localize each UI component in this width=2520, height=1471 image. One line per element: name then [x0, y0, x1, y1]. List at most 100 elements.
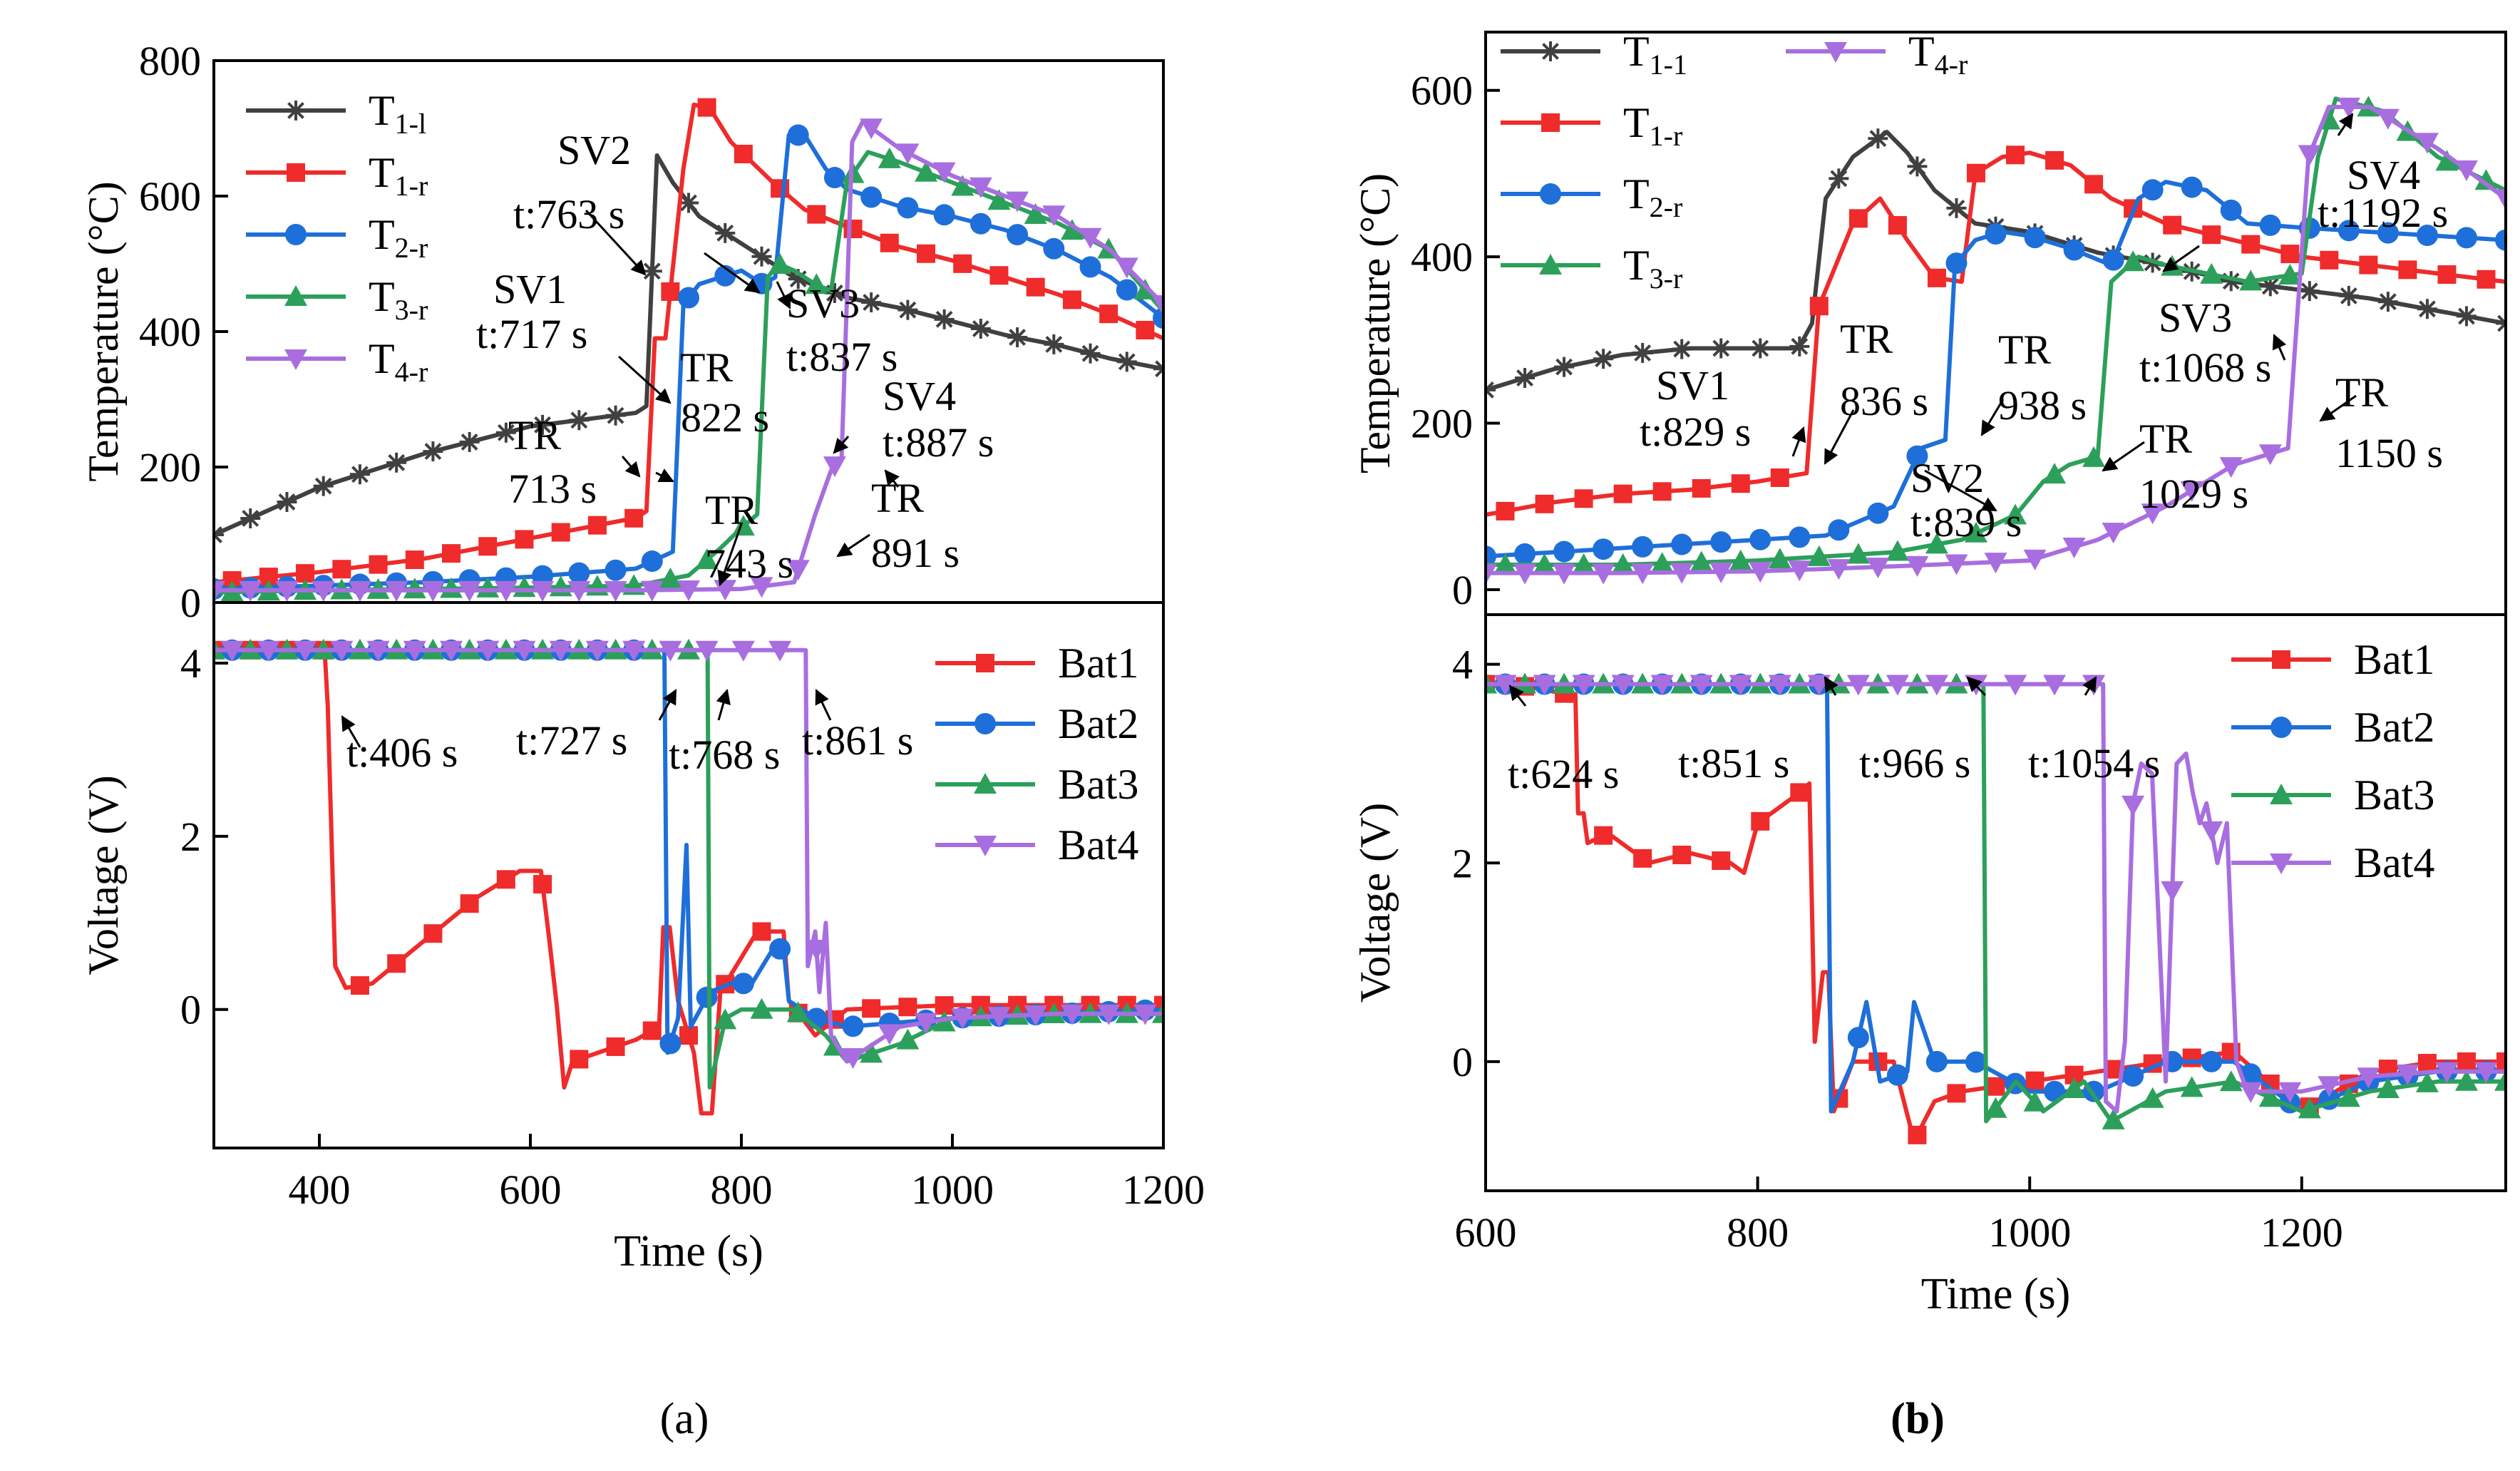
data-point-T2-r [1789, 526, 1811, 548]
data-point-T1-l [642, 261, 662, 282]
data-point-T4-r [2376, 108, 2400, 130]
annotation-938-s: 938 s [1998, 382, 2087, 429]
annotation-836-s: 836 s [1840, 378, 1928, 424]
data-point-T2-r [1007, 224, 1029, 246]
annotation-1029-s: 1029 s [2139, 471, 2248, 517]
legend-label-Bat3: Bat3 [1058, 761, 1138, 808]
legend-item-T4-r: T4-r [246, 335, 428, 388]
data-point-Bat4 [841, 1047, 865, 1069]
legend-marker [284, 285, 307, 306]
legend-item-Bat2: Bat2 [935, 700, 1138, 747]
legend-marker [1541, 41, 1560, 61]
data-point-T2-r [1945, 252, 1968, 275]
annotation-arrow [1980, 399, 2005, 436]
data-point-T3-r [695, 548, 719, 570]
data-point-T1-r [2084, 175, 2104, 194]
data-point-T1-1 [2456, 306, 2477, 327]
x-tick-label-a-volt: 600 [500, 1167, 562, 1213]
data-point-T2-r [2220, 199, 2242, 221]
data-point-T1-r [697, 98, 716, 117]
data-point-T4-r [932, 162, 956, 183]
data-point-T2-r [2259, 214, 2281, 236]
legend-a-temp: T1-l T1-r T2-r T3-r T4-r [246, 87, 428, 388]
annotation-arrow [1824, 409, 1855, 465]
data-point-T1-r [843, 220, 863, 239]
legend-label-Bat3: Bat3 [2354, 772, 2434, 819]
data-point-T1-r [1496, 501, 1515, 521]
data-point-Bat1 [533, 875, 552, 894]
data-point-T2-r [860, 186, 883, 208]
data-point-Bat2 [1965, 1051, 1987, 1073]
data-point-Bat4 [585, 640, 609, 662]
data-point-Bat4 [257, 640, 280, 662]
annotation-t-406-s: t:406 s [346, 729, 458, 776]
data-point-Bat4 [1611, 675, 1635, 696]
legend-label-T2-r: T2-r [369, 211, 428, 264]
annotations-a-volt: t:406 s t:727 s t:768 s t:861 s [341, 688, 913, 778]
data-point-T3-r [1611, 553, 1635, 574]
data-point-T1-r [1966, 163, 1985, 183]
data-point-Bat1 [862, 999, 881, 1018]
data-point-T1-1 [2417, 299, 2437, 319]
annotation-arrow [658, 689, 677, 721]
data-point-T1-r [2280, 245, 2300, 264]
data-point-T1-r [880, 233, 899, 252]
data-point-Bat4 [1886, 675, 1909, 696]
axes-frame-a-volt [212, 601, 1165, 1149]
legend-marker [974, 836, 997, 856]
data-point-T3-r [659, 567, 682, 588]
data-point-Bat1 [1751, 811, 1770, 831]
data-point-T1-r [2202, 225, 2221, 245]
annotation-t-763-s: t:763 s [513, 191, 624, 237]
annotation-sv3: SV3 [2159, 294, 2232, 341]
legend-label-Bat4: Bat4 [2354, 839, 2434, 886]
annotation-t-1068-s: t:1068 s [2139, 344, 2271, 391]
annotation-arrow [1791, 426, 1806, 457]
data-point-T1-1 [1750, 338, 1771, 359]
data-point-Bat2 [732, 973, 754, 995]
data-point-T4-r [969, 177, 992, 198]
data-point-T2-r [1710, 531, 1732, 553]
data-point-T4-r [2102, 523, 2125, 544]
data-point-T1-r [661, 282, 680, 301]
data-point-T1-r [1062, 290, 1081, 309]
y-tick-label-b-volt: 0 [1452, 1039, 1473, 1085]
data-point-Bat2 [1847, 1027, 1869, 1049]
data-point-T2-r [2416, 225, 2438, 247]
x-tick-label-b-volt: 1000 [1988, 1209, 2071, 1256]
data-point-Bat4 [1729, 675, 1752, 696]
y-axis-label-b-temp: Temperature (°C) [1352, 173, 1399, 473]
legend-marker [974, 713, 996, 734]
legend-a-volt: Bat1 Bat2 Bat3 Bat4 [935, 640, 1138, 868]
x-tick-label-a-volt: 800 [711, 1167, 773, 1213]
data-point-T3-r [2082, 446, 2106, 467]
legend-item-T1-1: T1-1 [1501, 28, 1687, 81]
legend-item-T2-r: T2-r [1501, 170, 1682, 223]
legend-item-Bat4: Bat4 [935, 821, 1138, 868]
data-point-T1-1 [1789, 336, 1810, 357]
data-point-Bat4 [915, 1013, 937, 1034]
data-point-Bat3 [750, 998, 773, 1019]
data-point-T3-r [1925, 533, 1948, 554]
legend-item-T3-r: T3-r [246, 273, 428, 326]
data-point-T4-r [2023, 549, 2047, 570]
data-point-T3-r [2004, 503, 2027, 525]
data-point-T1-1 [1829, 168, 1849, 189]
data-point-T4-r [750, 577, 773, 598]
data-point-T1-r [515, 530, 534, 549]
annotation-arrow [1508, 685, 1527, 707]
annotation-tr: TR [508, 412, 561, 458]
data-point-Bat4 [2318, 1076, 2341, 1097]
data-point-Bat2 [1886, 1064, 1908, 1086]
data-point-T3-r [1024, 203, 1047, 224]
annotation-tr: TR [1998, 327, 2051, 373]
annotation-tr: TR [2335, 369, 2388, 416]
annotation-arrow [833, 436, 850, 454]
data-point-T1-r [1770, 468, 1789, 487]
legend-marker [284, 349, 307, 370]
data-point-T1-1 [1711, 338, 1732, 359]
legend-marker [1539, 254, 1562, 275]
data-point-T4-r [494, 580, 518, 602]
data-point-T4-r [1945, 554, 1968, 575]
annotation-arrow [1824, 676, 1838, 696]
